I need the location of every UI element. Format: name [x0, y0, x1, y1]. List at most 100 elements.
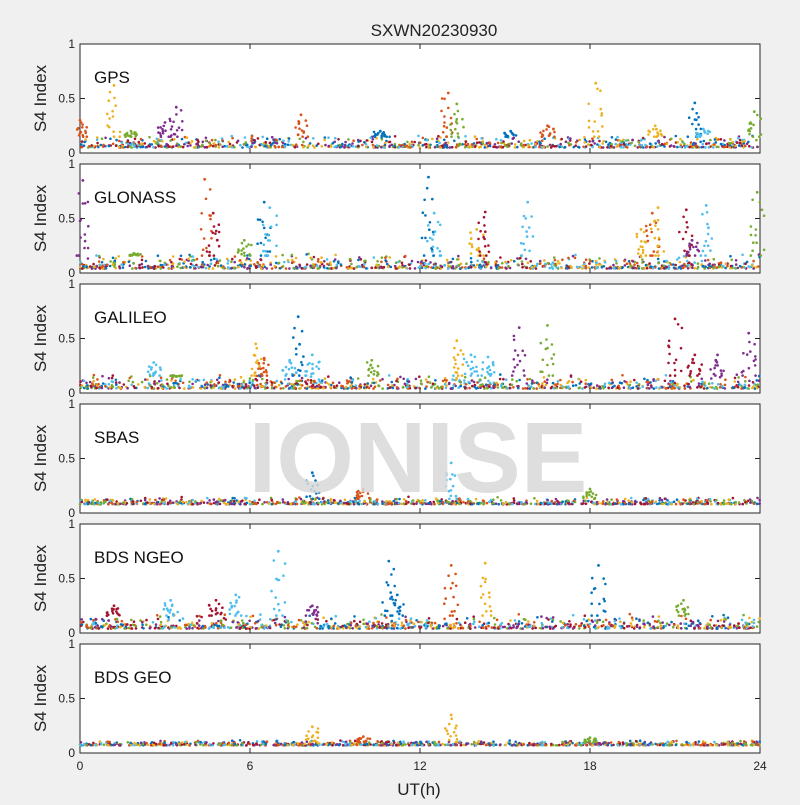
- data-point: [143, 386, 146, 389]
- data-point: [640, 254, 643, 257]
- data-point: [470, 354, 473, 357]
- data-point: [147, 370, 150, 373]
- data-point: [741, 374, 744, 377]
- data-point: [664, 380, 667, 383]
- data-point: [728, 142, 731, 145]
- data-point: [733, 387, 736, 390]
- data-point: [304, 380, 307, 383]
- data-point: [593, 498, 596, 501]
- data-point: [527, 144, 530, 147]
- data-point: [259, 383, 262, 386]
- data-point: [528, 250, 531, 253]
- data-point: [489, 369, 492, 372]
- data-point: [284, 378, 287, 381]
- data-point: [138, 141, 141, 144]
- data-point: [253, 374, 256, 377]
- data-point: [112, 374, 115, 377]
- data-point: [214, 232, 217, 235]
- data-point: [688, 146, 691, 149]
- data-point: [597, 619, 600, 622]
- data-point: [271, 267, 274, 270]
- data-point: [593, 142, 596, 145]
- data-point: [317, 387, 320, 390]
- data-point: [682, 238, 685, 241]
- data-point: [221, 139, 224, 142]
- data-point: [299, 387, 302, 390]
- data-point: [614, 502, 617, 505]
- data-point: [699, 622, 702, 625]
- data-point: [432, 233, 435, 236]
- data-point: [632, 260, 635, 263]
- data-point: [709, 249, 712, 252]
- data-point: [108, 117, 111, 120]
- data-point: [658, 237, 661, 240]
- data-point: [607, 387, 610, 390]
- data-point: [541, 371, 544, 374]
- data-point: [92, 380, 95, 383]
- data-point: [579, 139, 582, 142]
- data-point: [295, 143, 298, 146]
- data-point: [483, 385, 486, 388]
- data-point: [208, 214, 211, 217]
- data-point: [735, 267, 738, 270]
- data-point: [482, 254, 485, 257]
- data-point: [104, 500, 107, 503]
- y-axis-label: S4 Index: [31, 64, 50, 132]
- data-point: [740, 387, 743, 390]
- data-point: [420, 383, 423, 386]
- data-point: [203, 178, 206, 181]
- data-point: [237, 266, 240, 269]
- data-point: [569, 265, 572, 268]
- data-point: [368, 627, 371, 630]
- data-point: [496, 383, 499, 386]
- data-point: [222, 267, 225, 270]
- data-point: [433, 212, 436, 215]
- data-point: [383, 266, 386, 269]
- data-point: [585, 379, 588, 382]
- data-point: [481, 368, 484, 371]
- data-point: [724, 378, 727, 381]
- data-point: [461, 118, 464, 121]
- data-point: [315, 365, 318, 368]
- data-point: [104, 137, 107, 140]
- data-point: [649, 223, 652, 226]
- data-point: [324, 377, 327, 380]
- data-point: [189, 266, 192, 269]
- data-point: [197, 266, 200, 269]
- data-point: [502, 386, 505, 389]
- data-point: [301, 364, 304, 367]
- data-point: [471, 361, 474, 364]
- data-point: [241, 383, 244, 386]
- data-point: [318, 378, 321, 381]
- data-point: [425, 139, 428, 142]
- data-point: [596, 501, 599, 504]
- data-point: [283, 261, 286, 264]
- data-point: [372, 378, 375, 381]
- data-point: [692, 503, 695, 506]
- data-point: [104, 624, 107, 627]
- data-point: [169, 135, 172, 138]
- data-point: [546, 324, 549, 327]
- data-point: [190, 263, 193, 266]
- data-point: [655, 501, 658, 504]
- data-point: [169, 120, 172, 123]
- data-point: [709, 500, 712, 503]
- data-point: [647, 240, 650, 243]
- data-point: [312, 384, 315, 387]
- data-point: [636, 236, 639, 239]
- data-point: [437, 135, 440, 138]
- data-point: [243, 239, 246, 242]
- data-point: [709, 498, 712, 501]
- data-point: [237, 383, 240, 386]
- data-point: [529, 260, 532, 263]
- data-point: [720, 374, 723, 377]
- data-point: [470, 145, 473, 148]
- data-point: [725, 502, 728, 505]
- data-point: [256, 261, 259, 264]
- data-point: [133, 132, 136, 135]
- data-point: [148, 365, 151, 368]
- data-point: [680, 370, 683, 373]
- data-point: [590, 490, 593, 493]
- data-point: [747, 129, 750, 132]
